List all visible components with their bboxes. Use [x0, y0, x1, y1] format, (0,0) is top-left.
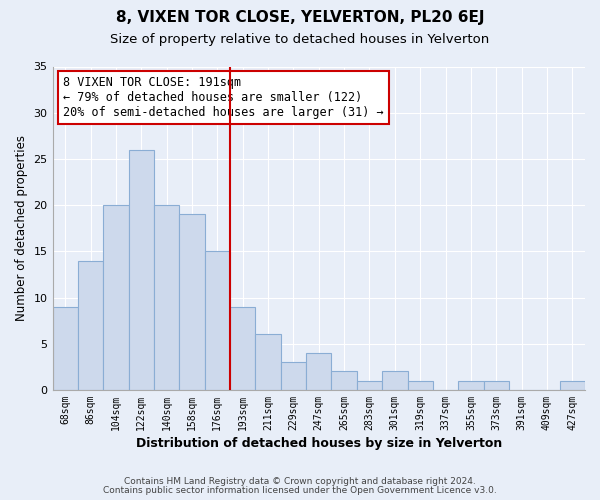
Bar	[205, 252, 230, 390]
Text: 8 VIXEN TOR CLOSE: 191sqm
← 79% of detached houses are smaller (122)
20% of semi: 8 VIXEN TOR CLOSE: 191sqm ← 79% of detac…	[63, 76, 384, 119]
Bar	[484, 380, 509, 390]
Text: 8, VIXEN TOR CLOSE, YELVERTON, PL20 6EJ: 8, VIXEN TOR CLOSE, YELVERTON, PL20 6EJ	[116, 10, 484, 25]
X-axis label: Distribution of detached houses by size in Yelverton: Distribution of detached houses by size …	[136, 437, 502, 450]
Bar	[256, 334, 281, 390]
Bar	[154, 205, 179, 390]
Bar	[560, 380, 585, 390]
Bar	[78, 260, 103, 390]
Y-axis label: Number of detached properties: Number of detached properties	[15, 135, 28, 321]
Bar	[230, 307, 256, 390]
Bar	[458, 380, 484, 390]
Bar	[382, 372, 407, 390]
Bar	[128, 150, 154, 390]
Bar	[357, 380, 382, 390]
Bar	[331, 372, 357, 390]
Bar	[407, 380, 433, 390]
Text: Contains HM Land Registry data © Crown copyright and database right 2024.: Contains HM Land Registry data © Crown c…	[124, 477, 476, 486]
Text: Size of property relative to detached houses in Yelverton: Size of property relative to detached ho…	[110, 32, 490, 46]
Bar	[53, 307, 78, 390]
Bar	[306, 353, 331, 390]
Bar	[103, 205, 128, 390]
Text: Contains public sector information licensed under the Open Government Licence v3: Contains public sector information licen…	[103, 486, 497, 495]
Bar	[179, 214, 205, 390]
Bar	[281, 362, 306, 390]
